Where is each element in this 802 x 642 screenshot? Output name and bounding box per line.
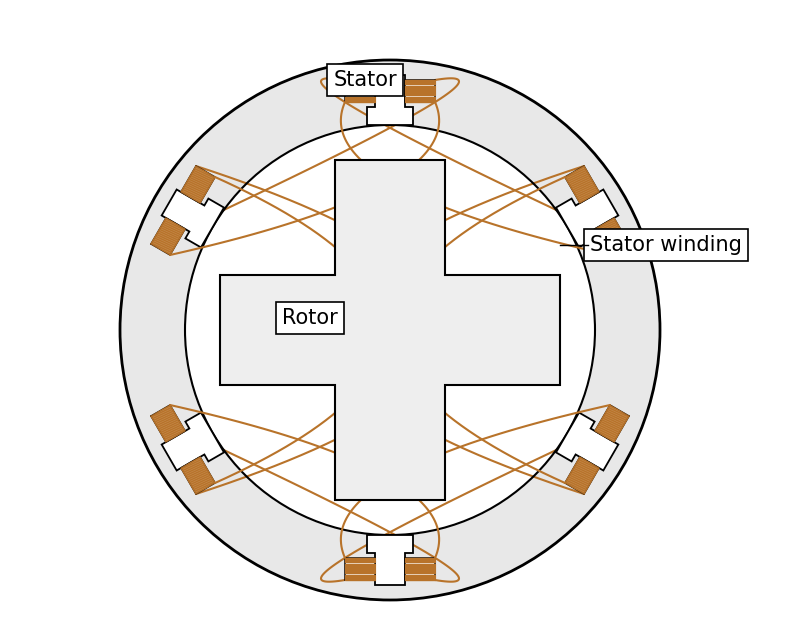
Text: Stator winding: Stator winding xyxy=(590,235,742,255)
Polygon shape xyxy=(181,457,215,494)
Polygon shape xyxy=(367,535,413,585)
Polygon shape xyxy=(565,457,599,494)
Text: Stator: Stator xyxy=(333,70,397,90)
Polygon shape xyxy=(345,558,375,580)
Polygon shape xyxy=(595,405,629,442)
Polygon shape xyxy=(556,189,618,247)
Polygon shape xyxy=(556,413,618,471)
Polygon shape xyxy=(162,413,224,471)
Circle shape xyxy=(185,125,595,535)
Polygon shape xyxy=(181,166,215,203)
Polygon shape xyxy=(151,405,185,442)
Text: Rotor: Rotor xyxy=(282,308,338,328)
Polygon shape xyxy=(405,558,435,580)
Polygon shape xyxy=(367,75,413,125)
Polygon shape xyxy=(220,160,560,500)
Polygon shape xyxy=(162,189,224,247)
Polygon shape xyxy=(405,80,435,102)
Polygon shape xyxy=(595,218,629,255)
Polygon shape xyxy=(151,218,185,255)
Polygon shape xyxy=(345,80,375,102)
Circle shape xyxy=(120,60,660,600)
Polygon shape xyxy=(565,166,599,203)
